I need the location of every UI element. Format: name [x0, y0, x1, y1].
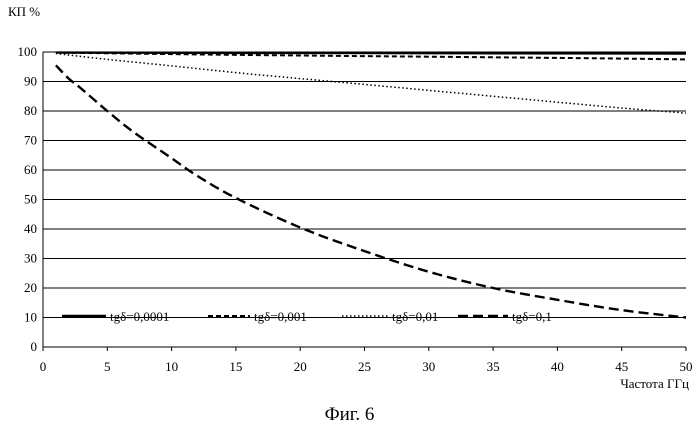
figure-caption: Фиг. 6	[0, 404, 699, 426]
series-line-3	[56, 54, 686, 114]
grid-lines	[43, 52, 686, 347]
y-tick-label: 100	[18, 44, 38, 59]
y-axis-label: КП %	[8, 4, 40, 19]
x-tick-label: 30	[422, 359, 435, 374]
x-tick-label: 35	[487, 359, 500, 374]
y-tick-label: 20	[24, 280, 37, 295]
x-tick-label: 20	[294, 359, 307, 374]
x-tick-label: 45	[615, 359, 628, 374]
y-tick-label: 70	[24, 133, 37, 148]
chart: 0 10 20 30 40 50 60 70 80 90 100 0 5 10 15 20 25 30 35 40 4…	[0, 0, 699, 404]
series-line-1	[56, 53, 686, 54]
x-tick-label: 10	[165, 359, 178, 374]
legend-label-3: tgδ=0,01	[392, 309, 438, 324]
y-tick-label: 10	[24, 310, 37, 325]
legend: tgδ=0,0001 tgδ=0,001 tgδ=0,01 tgδ=0,1	[62, 309, 552, 324]
x-tick-label: 50	[680, 359, 693, 374]
legend-label-2: tgδ=0,001	[254, 309, 307, 324]
y-tick-label: 80	[24, 103, 37, 118]
legend-label-1: tgδ=0,0001	[110, 309, 169, 324]
y-tick-labels: 0 10 20 30 40 50 60 70 80 90 100	[18, 44, 38, 354]
x-tick-label: 0	[40, 359, 47, 374]
x-tick-labels: 0 5 10 15 20 25 30 35 40 45 50	[40, 359, 693, 374]
x-tick-label: 25	[358, 359, 371, 374]
x-axis-label: Частота ГГц	[620, 376, 689, 391]
y-tick-label: 60	[24, 162, 37, 177]
y-tick-label: 0	[31, 339, 38, 354]
legend-label-4: tgδ=0,1	[512, 309, 552, 324]
y-tick-label: 90	[24, 74, 37, 89]
y-tick-label: 50	[24, 192, 37, 207]
x-tick-label: 5	[104, 359, 111, 374]
x-tick-label: 15	[229, 359, 242, 374]
y-tick-label: 30	[24, 251, 37, 266]
x-tick-label: 40	[551, 359, 564, 374]
series-line-4	[56, 65, 686, 317]
y-tick-label: 40	[24, 221, 37, 236]
series-lines	[56, 53, 686, 318]
axes	[43, 52, 686, 351]
